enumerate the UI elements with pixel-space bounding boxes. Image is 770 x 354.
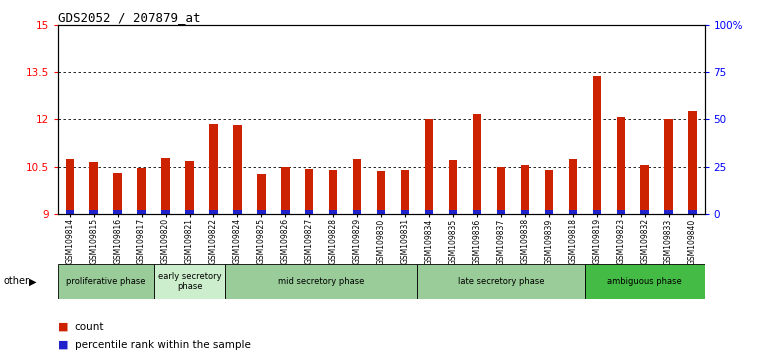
Text: count: count — [75, 322, 104, 332]
Bar — [497, 167, 505, 214]
Bar — [329, 170, 337, 214]
Bar — [568, 210, 577, 214]
Bar — [544, 170, 553, 214]
Bar — [329, 210, 337, 214]
Bar — [281, 167, 290, 214]
Bar — [233, 125, 242, 214]
Bar — [584, 264, 705, 299]
Bar — [257, 210, 266, 214]
Bar — [209, 124, 218, 214]
Bar — [641, 165, 649, 214]
Text: proliferative phase: proliferative phase — [66, 277, 146, 286]
Text: mid secretory phase: mid secretory phase — [278, 277, 364, 286]
Text: late secretory phase: late secretory phase — [457, 277, 544, 286]
Text: ambiguous phase: ambiguous phase — [608, 277, 682, 286]
Bar — [688, 111, 697, 214]
Bar — [641, 210, 649, 214]
Bar — [113, 210, 122, 214]
Bar — [137, 169, 146, 214]
Bar — [65, 210, 74, 214]
Bar — [593, 210, 601, 214]
Bar — [521, 210, 529, 214]
Bar — [425, 210, 434, 214]
Text: other: other — [4, 276, 30, 286]
Bar — [377, 210, 385, 214]
Bar — [425, 119, 434, 214]
Bar — [417, 264, 584, 299]
Bar — [162, 210, 169, 214]
Bar — [377, 171, 385, 214]
Bar — [401, 170, 410, 214]
Bar — [688, 210, 697, 214]
Bar — [617, 117, 625, 214]
Bar — [473, 114, 481, 214]
Bar — [353, 159, 361, 214]
Bar — [186, 210, 194, 214]
Bar — [281, 210, 290, 214]
Bar — [233, 210, 242, 214]
Bar — [449, 210, 457, 214]
Text: ■: ■ — [58, 322, 69, 332]
Bar — [449, 160, 457, 214]
Bar — [305, 169, 313, 214]
Bar — [353, 210, 361, 214]
Bar — [401, 210, 410, 214]
Bar — [162, 158, 169, 214]
Bar — [186, 161, 194, 214]
Bar — [305, 210, 313, 214]
Text: early secretory
phase: early secretory phase — [158, 272, 221, 291]
Text: ■: ■ — [58, 340, 69, 350]
Bar — [257, 174, 266, 214]
Bar — [665, 210, 673, 214]
Bar — [113, 173, 122, 214]
Bar — [226, 264, 417, 299]
Bar — [473, 210, 481, 214]
Bar — [665, 119, 673, 214]
Text: GDS2052 / 207879_at: GDS2052 / 207879_at — [58, 11, 200, 24]
Bar — [89, 162, 98, 214]
Bar — [521, 165, 529, 214]
Bar — [568, 159, 577, 214]
Bar — [544, 210, 553, 214]
Text: percentile rank within the sample: percentile rank within the sample — [75, 340, 250, 350]
Bar — [65, 159, 74, 214]
Bar — [137, 210, 146, 214]
Bar — [497, 210, 505, 214]
Bar — [209, 210, 218, 214]
Bar — [58, 264, 153, 299]
Bar — [617, 210, 625, 214]
Bar — [89, 210, 98, 214]
Bar — [593, 76, 601, 214]
Bar — [153, 264, 226, 299]
Text: ▶: ▶ — [29, 276, 37, 286]
